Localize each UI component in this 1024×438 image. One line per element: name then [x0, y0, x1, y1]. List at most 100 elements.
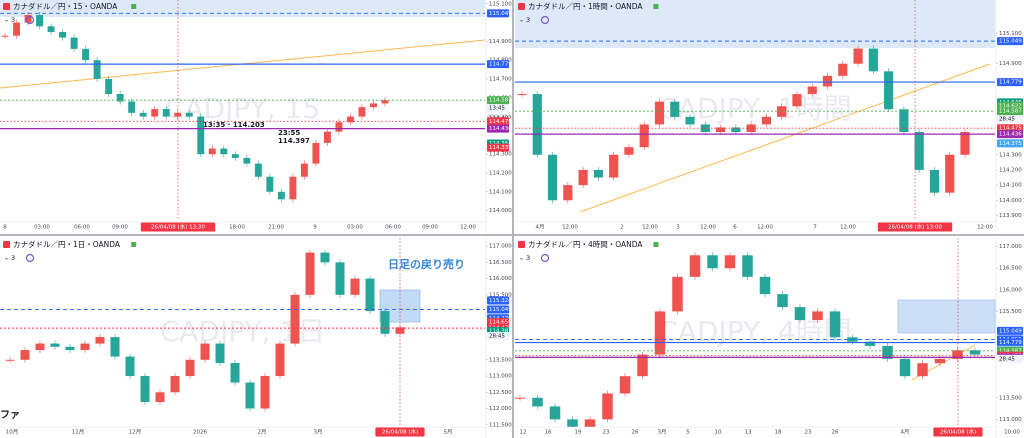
candle — [777, 294, 788, 308]
x-tick-label: 12:00 — [757, 225, 773, 231]
price-tag-label: 115.049 — [999, 39, 1022, 45]
cursor-tag — [375, 427, 425, 437]
candle — [853, 48, 863, 64]
candle — [812, 311, 823, 321]
x-tick-label: 11月 — [72, 429, 85, 436]
candle — [266, 176, 274, 192]
candle — [1, 35, 9, 37]
indicator-toggle: ⌄ — [4, 255, 9, 262]
x-tick-label: 3月 — [658, 429, 667, 436]
candle — [746, 124, 756, 132]
candle — [13, 22, 20, 36]
candle — [532, 397, 543, 407]
indicator-toggle: ⌄ — [4, 17, 9, 24]
candle — [116, 94, 124, 102]
x-tick-label: 3月 — [314, 429, 323, 436]
x-tick-label: 12:00 — [642, 225, 658, 231]
x-tick-label: 03:00 — [347, 225, 363, 231]
candle — [162, 109, 170, 117]
y-tick-label: 114.000 — [489, 208, 512, 214]
candle — [70, 37, 78, 49]
candle — [716, 127, 726, 132]
candle — [899, 358, 911, 377]
y-tick-label: 112.500 — [489, 390, 512, 396]
candle — [742, 255, 753, 277]
y-tick-label: 114.100 — [999, 183, 1022, 189]
candle — [777, 106, 787, 117]
candle — [517, 94, 527, 96]
candle — [724, 255, 736, 269]
price-tag — [487, 124, 509, 133]
candle — [254, 163, 262, 177]
x-tick-label: 9 — [313, 225, 317, 231]
indicator-icon — [25, 253, 35, 263]
candle — [323, 131, 331, 143]
countdown: 28:45 — [999, 117, 1015, 123]
y-tick-label: 114.300 — [489, 152, 512, 158]
candle — [838, 63, 848, 76]
cursor-label: 26/04/08 (水) 13:30 — [151, 223, 205, 231]
price-tag-label: 114.436 — [489, 126, 512, 132]
candle — [5, 359, 15, 361]
candle — [759, 276, 771, 295]
price-tag-label: 114.381 — [489, 329, 512, 335]
candle — [584, 419, 596, 433]
countdown: 28:45 — [999, 356, 1015, 362]
candle — [395, 327, 405, 334]
x-tick-label: 12:00 — [700, 225, 716, 231]
x-tick-label: 23 — [603, 430, 610, 436]
chart-title: カナダドル／円・1日・OANDA — [13, 239, 121, 249]
cursor-tag — [140, 222, 216, 232]
candle — [312, 142, 320, 164]
time-axis — [515, 222, 995, 232]
candle — [864, 341, 876, 346]
candle — [567, 419, 578, 433]
price-tag-label: 114.587 — [999, 348, 1022, 354]
candle — [761, 116, 771, 125]
x-tick-label: 26 — [832, 430, 839, 436]
y-tick-label: 113.000 — [489, 374, 512, 380]
x-tick-label: 18:00 — [229, 225, 245, 231]
watermark: CADJPY, 15 — [165, 92, 320, 125]
candle — [82, 48, 90, 61]
x-tick-label: 12 — [520, 430, 527, 436]
y-tick-label: 114.100 — [489, 189, 512, 195]
y-tick-label: 115.100 — [999, 31, 1022, 37]
candle — [731, 127, 741, 132]
x-tick-label: 7 — [813, 225, 817, 231]
price-tag — [487, 117, 509, 126]
candle — [829, 311, 841, 338]
price-tag — [997, 130, 1023, 139]
candle — [593, 169, 603, 178]
candle — [868, 48, 878, 72]
candle — [917, 363, 928, 377]
candle — [602, 393, 613, 420]
price-tag-label: 114.475 — [999, 126, 1022, 132]
candle — [654, 311, 666, 355]
candle — [563, 185, 573, 201]
candle — [381, 100, 389, 104]
x-tick-label: 5月 — [444, 429, 453, 436]
candle — [140, 376, 150, 403]
x-tick-label: 06:00 — [385, 225, 401, 231]
y-tick-label: 114.900 — [489, 39, 512, 45]
price-tag — [997, 139, 1023, 148]
candle — [952, 350, 963, 359]
countdown: 28:45 — [489, 334, 505, 340]
cursor-label: 26/04/08 (水) — [382, 428, 418, 436]
x-tick-label: 2 — [620, 225, 624, 231]
x-tick-label: 6 — [733, 225, 737, 231]
price-tag — [487, 60, 509, 69]
candle — [670, 101, 680, 117]
x-tick-label: 18 — [775, 430, 782, 436]
candle — [139, 112, 147, 117]
zone — [0, 0, 485, 17]
price-tag — [487, 143, 509, 152]
x-tick-label: 10:00 — [1004, 430, 1020, 436]
status-flag — [653, 242, 659, 247]
y-tick-label: 112.000 — [489, 406, 512, 412]
candle — [792, 94, 802, 107]
candle — [59, 31, 67, 38]
price-tag-label: 114.587 — [999, 109, 1022, 115]
x-tick-label: 19 — [575, 430, 582, 436]
